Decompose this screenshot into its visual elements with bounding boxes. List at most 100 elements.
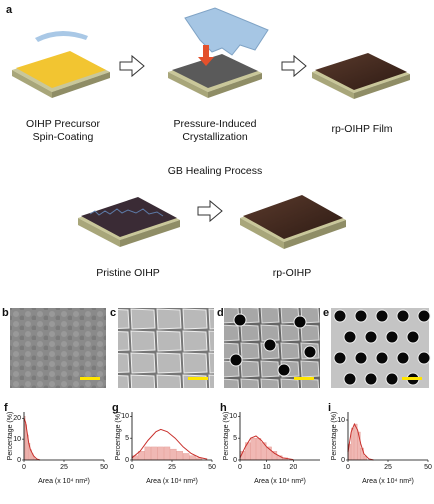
bar bbox=[151, 446, 158, 461]
y-axis-label: Percentage (%) bbox=[7, 412, 14, 461]
arrow bbox=[281, 54, 307, 78]
hole bbox=[343, 330, 357, 344]
y-tick-label: 0 bbox=[233, 457, 237, 464]
hole bbox=[406, 330, 420, 344]
y-axis-label: Percentage (%) bbox=[223, 412, 230, 461]
x-axis-label: Area (x 10⁴ nm²) bbox=[254, 478, 306, 485]
caption: Pressure-Induced bbox=[174, 118, 257, 130]
panel-label: g bbox=[112, 402, 119, 414]
y-tick-label: 10 bbox=[121, 413, 129, 420]
scale-bar bbox=[188, 377, 208, 380]
x-axis-label: Area (x 10⁴ nm²) bbox=[38, 478, 90, 485]
hole bbox=[396, 351, 410, 365]
bar bbox=[138, 451, 145, 461]
bar bbox=[131, 455, 139, 461]
hole bbox=[364, 372, 378, 386]
y-tick-label: 0 bbox=[341, 457, 345, 464]
sem-image bbox=[10, 308, 106, 388]
hole bbox=[277, 363, 291, 377]
y-tick-label: 10 bbox=[13, 436, 21, 443]
x-tick-label: 0 bbox=[22, 464, 26, 471]
panel-label: i bbox=[328, 402, 331, 414]
y-tick-label: 0 bbox=[17, 457, 21, 464]
hole bbox=[333, 309, 347, 323]
x-axis-label: Area (x 10⁴ nm²) bbox=[146, 478, 198, 485]
bar bbox=[170, 448, 177, 461]
hole bbox=[354, 309, 368, 323]
spin-coating-schematic bbox=[12, 30, 110, 98]
arrow bbox=[119, 54, 145, 78]
y-tick-label: 5 bbox=[233, 435, 237, 442]
y-tick-label: 20 bbox=[13, 415, 21, 422]
x-tick-label: 50 bbox=[208, 464, 216, 471]
bar bbox=[157, 446, 164, 461]
bar bbox=[176, 451, 183, 461]
x-tick-label: 0 bbox=[346, 464, 350, 471]
panel-label: c bbox=[110, 307, 116, 319]
bar bbox=[144, 446, 151, 461]
caption: Spin-Coating bbox=[33, 131, 94, 143]
holes bbox=[229, 313, 317, 377]
fit-curve bbox=[347, 422, 374, 461]
hole bbox=[233, 313, 247, 327]
pristine-schematic bbox=[78, 197, 180, 247]
hole bbox=[343, 372, 357, 386]
y-tick-label: 10 bbox=[337, 417, 345, 424]
section-title: GB Healing Process bbox=[168, 165, 263, 177]
fit-curve bbox=[23, 418, 41, 461]
caption: Pristine OIHP bbox=[96, 267, 160, 279]
fit-curve bbox=[131, 428, 208, 460]
hole bbox=[354, 351, 368, 365]
hole bbox=[263, 338, 277, 352]
pressure-schematic bbox=[168, 7, 269, 98]
hole bbox=[375, 309, 389, 323]
bar bbox=[163, 446, 171, 461]
caption: rp-OIHP bbox=[273, 267, 312, 279]
arrow bbox=[197, 199, 223, 223]
film-schematic bbox=[312, 53, 410, 99]
panel-label: f bbox=[4, 402, 8, 414]
hole bbox=[293, 315, 307, 329]
bar bbox=[351, 427, 355, 461]
hole bbox=[385, 330, 399, 344]
hole bbox=[364, 330, 378, 344]
rp-schematic bbox=[240, 195, 346, 249]
hole bbox=[417, 351, 431, 365]
x-tick-label: 25 bbox=[384, 464, 392, 471]
hole bbox=[385, 372, 399, 386]
y-tick-label: 10 bbox=[229, 413, 237, 420]
y-axis-label: Percentage (%) bbox=[331, 412, 338, 461]
y-tick-label: 0 bbox=[125, 457, 129, 464]
bar bbox=[250, 438, 256, 461]
hole bbox=[229, 353, 243, 367]
panel-label: b bbox=[2, 307, 9, 319]
x-tick-label: 25 bbox=[168, 464, 176, 471]
fit-curve bbox=[239, 435, 294, 461]
scale-bar bbox=[402, 377, 422, 380]
x-axis-label: Area (x 10⁴ nm²) bbox=[362, 478, 414, 485]
x-tick-label: 20 bbox=[289, 464, 297, 471]
caption: Crystallization bbox=[182, 131, 248, 143]
caption: OIHP Precursor bbox=[26, 118, 100, 130]
sem-image bbox=[118, 308, 214, 388]
panel-label: h bbox=[220, 402, 227, 414]
panel-label: e bbox=[323, 307, 329, 319]
y-tick-label: 5 bbox=[125, 435, 129, 442]
bar bbox=[189, 455, 196, 461]
x-tick-label: 10 bbox=[263, 464, 271, 471]
hole bbox=[417, 309, 431, 323]
panel-label: d bbox=[217, 307, 224, 319]
hole bbox=[303, 345, 317, 359]
x-tick-label: 50 bbox=[424, 464, 432, 471]
hole bbox=[396, 309, 410, 323]
scale-bar bbox=[80, 377, 100, 380]
y-axis-label: Percentage (%) bbox=[115, 412, 122, 461]
holes bbox=[333, 309, 431, 386]
bar bbox=[271, 451, 278, 461]
x-tick-label: 25 bbox=[60, 464, 68, 471]
bar bbox=[183, 453, 190, 461]
scale-bar bbox=[294, 377, 314, 380]
caption: rp-OIHP Film bbox=[331, 123, 392, 135]
bar bbox=[255, 438, 262, 461]
